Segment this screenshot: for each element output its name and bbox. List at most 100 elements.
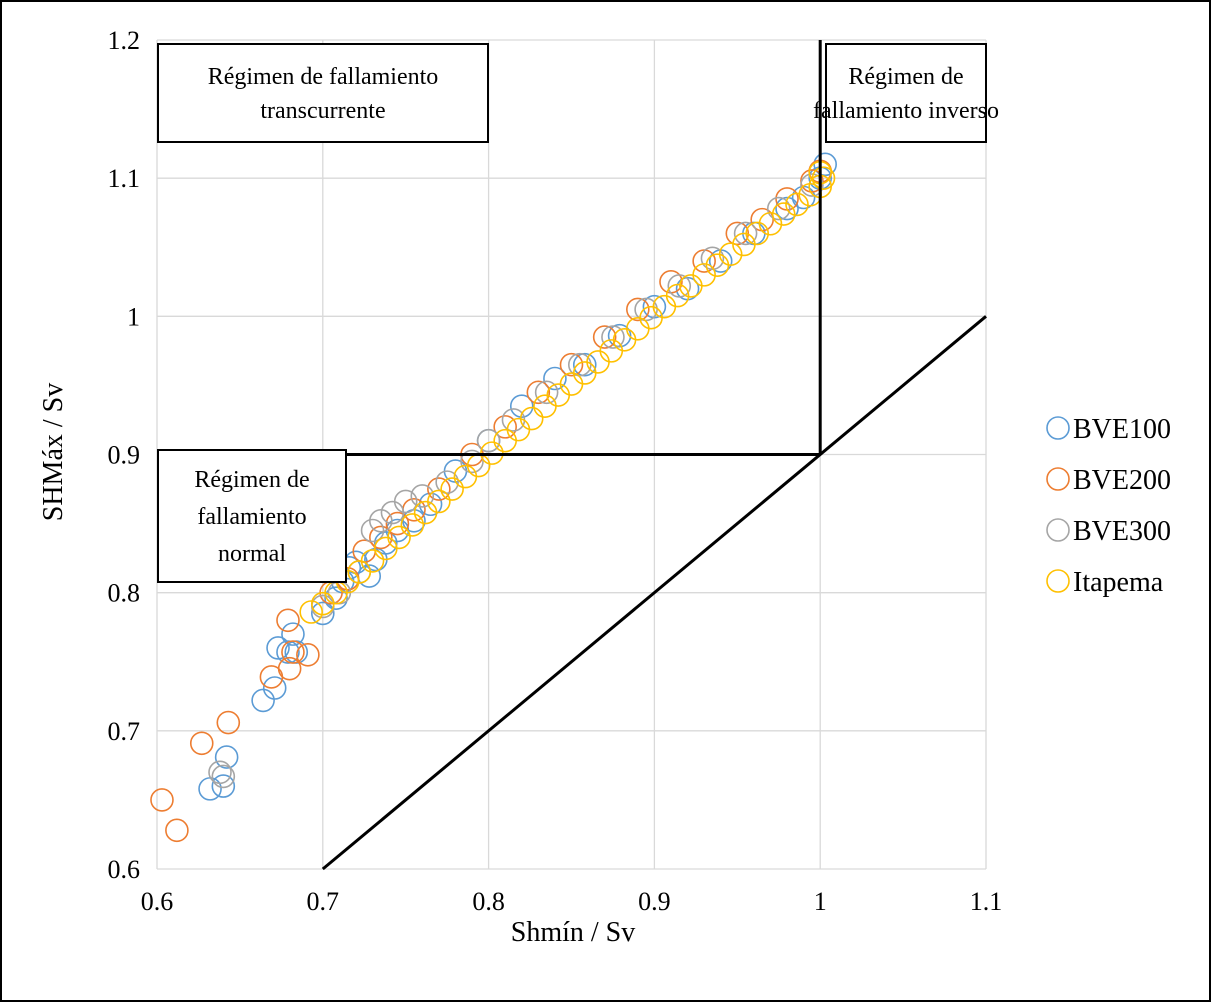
annotation-text: fallamiento — [197, 504, 306, 530]
data-point — [369, 525, 393, 550]
x-tick-label: 0.6 — [141, 887, 174, 916]
data-point — [262, 676, 287, 700]
data-point — [775, 196, 799, 221]
data-point — [785, 192, 809, 217]
x-tick-label: 0.9 — [638, 887, 671, 916]
data-point — [476, 428, 501, 453]
x-tick-label: 1 — [814, 887, 827, 916]
x-tick-label: 0.7 — [307, 887, 340, 916]
legend-item: BVE200 — [1046, 465, 1171, 496]
series-itapema — [299, 160, 836, 624]
data-point — [745, 221, 769, 246]
data-point — [800, 173, 824, 197]
data-point — [211, 764, 236, 789]
annotation-text: fallamiento inverso — [813, 98, 999, 124]
annotations: Régimen de fallamientotranscurrenteRégim… — [157, 43, 999, 583]
data-point — [758, 211, 783, 236]
annotation-box: Régimen de fallamiento transcurrente — [157, 43, 489, 143]
data-point — [324, 586, 348, 610]
y-tick-label: 0.9 — [108, 441, 141, 470]
legend: BVE100 BVE200 BVE300 Itapema — [1046, 414, 1171, 598]
data-point — [299, 600, 323, 624]
data-point — [665, 283, 690, 308]
y-axis-title: SHMáx / Sv — [38, 383, 69, 521]
data-point — [208, 760, 232, 785]
data-point — [559, 352, 584, 377]
legend-label: Itapema — [1073, 567, 1164, 598]
data-point — [667, 274, 692, 298]
y-tick-label: 1.2 — [108, 26, 141, 55]
data-point — [733, 221, 758, 246]
data-point — [276, 608, 300, 633]
data-point — [526, 380, 551, 405]
legend-label: BVE200 — [1073, 465, 1171, 496]
data-point — [592, 325, 617, 349]
data-point — [400, 513, 425, 537]
data-point — [165, 818, 189, 843]
legend-marker — [1046, 569, 1070, 593]
data-points — [150, 152, 837, 843]
data-point — [572, 352, 597, 377]
data-point — [543, 366, 567, 391]
legend-item: Itapema — [1046, 567, 1164, 598]
annotation-text: Régimen de fallamiento — [208, 64, 439, 90]
annotation-frame — [157, 43, 489, 143]
data-point — [718, 242, 743, 266]
y-tick-label: 0.6 — [108, 855, 141, 884]
data-point — [460, 449, 484, 474]
data-point — [150, 788, 174, 812]
annotation-text: transcurrente — [260, 98, 385, 124]
data-point — [427, 477, 451, 501]
data-point — [310, 601, 335, 626]
data-point — [771, 202, 796, 226]
annotation-frame — [157, 449, 347, 583]
annotation-text: Régimen de — [194, 467, 309, 493]
y-tick-label: 0.8 — [108, 579, 141, 608]
tick-labels: 0.6 0.7 0.8 0.9 1 1.1 0.6 0.7 0.8 0.9 1 1.1 1.2 — [108, 26, 1003, 916]
data-point — [281, 622, 305, 646]
data-point — [427, 489, 451, 514]
data-point — [277, 656, 302, 681]
data-point — [519, 406, 544, 431]
legend-marker — [1046, 467, 1070, 491]
data-point — [766, 196, 791, 221]
data-point — [276, 640, 300, 664]
reference-line — [321, 315, 987, 871]
data-point — [281, 640, 305, 664]
data-point — [189, 731, 214, 756]
annotation-text: normal — [218, 541, 286, 567]
data-point — [811, 166, 836, 190]
data-point — [393, 489, 418, 514]
data-point — [369, 509, 393, 533]
data-point — [440, 477, 464, 501]
data-point — [700, 246, 725, 271]
legend-label: BVE300 — [1073, 516, 1171, 547]
y-tick-label: 1.1 — [108, 164, 141, 193]
data-point — [385, 511, 410, 536]
annotation-frame — [825, 43, 987, 143]
data-point — [692, 263, 716, 287]
data-point — [493, 415, 517, 439]
legend-label: BVE100 — [1073, 414, 1171, 445]
x-tick-label: 0.8 — [472, 887, 505, 916]
data-point — [211, 774, 236, 798]
annotation-text: Régimen de — [848, 64, 963, 90]
legend-marker — [1046, 518, 1070, 542]
data-point — [360, 549, 385, 573]
legend-marker — [1046, 416, 1070, 440]
data-point — [216, 710, 241, 735]
legend-item: BVE100 — [1046, 414, 1171, 445]
data-point — [214, 745, 239, 769]
data-point — [410, 484, 435, 508]
data-point — [360, 518, 385, 543]
annotation-box: Régimen de fallamiento inverso — [813, 43, 999, 143]
x-tick-label: 1.1 — [970, 887, 1003, 916]
data-point — [296, 643, 320, 667]
y-tick-label: 0.7 — [108, 717, 141, 746]
data-point — [509, 394, 534, 418]
legend-item: BVE300 — [1046, 516, 1171, 547]
data-point — [534, 380, 559, 405]
x-axis-title: Shmín / Sv — [511, 917, 635, 948]
